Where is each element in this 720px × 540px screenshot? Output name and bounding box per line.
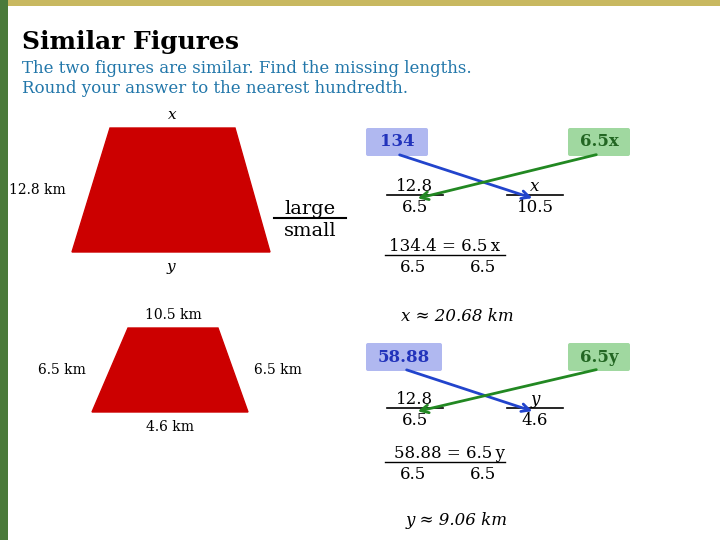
FancyBboxPatch shape (366, 343, 442, 371)
Text: Similar Figures: Similar Figures (22, 30, 239, 54)
Text: 6.5: 6.5 (402, 199, 428, 216)
Text: large: large (284, 200, 336, 218)
Text: y: y (167, 260, 175, 274)
Text: 4.6 km: 4.6 km (146, 420, 194, 434)
Text: 6.5 km: 6.5 km (254, 363, 302, 377)
Text: 6.5: 6.5 (470, 466, 496, 483)
Bar (8, 0, 720, 6)
Text: 58.88: 58.88 (378, 348, 430, 366)
Text: small: small (284, 222, 336, 240)
Text: 12.8: 12.8 (397, 178, 433, 195)
FancyBboxPatch shape (568, 128, 630, 156)
Text: 10.5 km: 10.5 km (145, 308, 202, 322)
Text: x: x (531, 178, 540, 195)
Bar (0, 0, 8, 540)
Polygon shape (92, 328, 248, 412)
Text: 6.5: 6.5 (470, 259, 496, 276)
Text: 6.5y: 6.5y (580, 348, 618, 366)
Text: 12.8: 12.8 (397, 391, 433, 408)
Text: y ≈ 9.06 km: y ≈ 9.06 km (406, 512, 508, 529)
Text: 6.5x: 6.5x (580, 133, 618, 151)
FancyBboxPatch shape (366, 128, 428, 156)
Text: 6.5: 6.5 (402, 412, 428, 429)
Text: 12.8 km: 12.8 km (9, 183, 66, 197)
Text: x: x (168, 108, 177, 122)
Text: 6.5: 6.5 (400, 466, 426, 483)
Text: Round your answer to the nearest hundredth.: Round your answer to the nearest hundred… (22, 80, 408, 97)
Text: y: y (531, 391, 540, 408)
Text: 4.6: 4.6 (522, 412, 548, 429)
Text: 6.5: 6.5 (400, 259, 426, 276)
FancyBboxPatch shape (568, 343, 630, 371)
Text: x ≈ 20.68 km: x ≈ 20.68 km (401, 308, 513, 325)
Text: 10.5: 10.5 (516, 199, 554, 216)
Text: 6.5 km: 6.5 km (38, 363, 86, 377)
Text: The two figures are similar. Find the missing lengths.: The two figures are similar. Find the mi… (22, 60, 472, 77)
Polygon shape (72, 128, 270, 252)
Text: 58.88 = 6.5 y: 58.88 = 6.5 y (395, 445, 505, 462)
Text: 134: 134 (379, 133, 414, 151)
Text: 134.4 = 6.5 x: 134.4 = 6.5 x (390, 238, 500, 255)
